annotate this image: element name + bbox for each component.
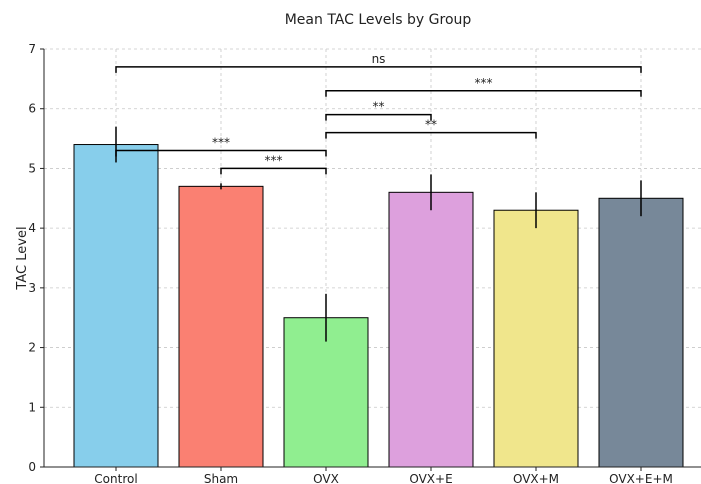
- bar-control: [73, 144, 159, 468]
- significance-bracket: [325, 131, 537, 139]
- significance-label: ***: [265, 153, 283, 167]
- bar-ovx-m: [493, 209, 579, 468]
- x-tick-label: Control: [94, 472, 137, 484]
- significance-bracket: [220, 167, 327, 175]
- significance-bracket: [325, 113, 432, 121]
- y-tick-label: 3: [28, 281, 36, 295]
- x-tick-label: OVX+E+M: [609, 472, 673, 484]
- significance-bracket: [115, 66, 642, 73]
- x-tick-label: OVX+E: [409, 472, 452, 484]
- axes: 0 1 2 3 4 5 6 7 Control Sham OVX OVX+E OVX+M OVX+E+M: [28, 42, 701, 484]
- x-tick-label: OVX: [313, 472, 339, 484]
- y-tick-label: 1: [28, 400, 36, 414]
- y-tick-label: 5: [28, 161, 36, 175]
- bar-sham: [178, 185, 264, 468]
- bars: [73, 144, 684, 468]
- significance-label: ns: [372, 52, 386, 66]
- y-axis-label: TAC Level: [15, 226, 30, 290]
- y-tick-label: 7: [28, 42, 36, 56]
- x-tick-label: Sham: [204, 472, 238, 484]
- significance-label: ***: [475, 76, 493, 90]
- y-tick-label: 0: [28, 460, 36, 474]
- significance-label: **: [373, 100, 385, 114]
- significance-bracket: [325, 90, 642, 97]
- y-tick-label: 2: [28, 341, 36, 355]
- bar-ovx-e: [388, 191, 474, 468]
- chart-title: Mean TAC Levels by Group: [285, 12, 472, 28]
- significance-bracket: [115, 149, 327, 157]
- y-tick-label: 4: [28, 221, 36, 235]
- y-tick-label: 6: [28, 102, 36, 116]
- significance-label: ***: [212, 136, 230, 150]
- significance-brackets: ns*************: [115, 52, 642, 175]
- bar-ovx-e-m: [598, 197, 684, 468]
- significance-label: **: [425, 118, 437, 132]
- x-tick-label: OVX+M: [513, 472, 559, 484]
